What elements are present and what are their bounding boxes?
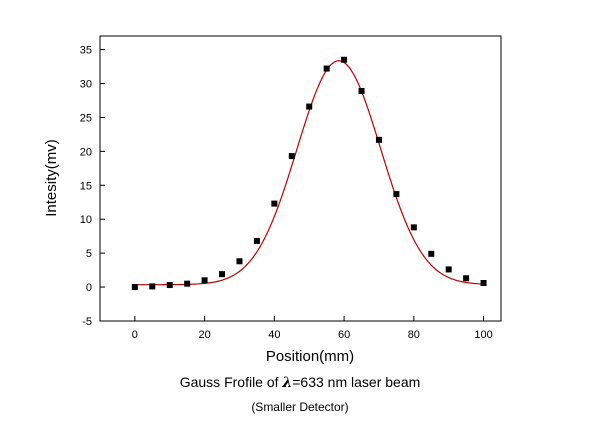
x-tick-label: 40 <box>268 329 280 341</box>
data-point <box>480 280 487 286</box>
data-point <box>306 103 313 110</box>
gaussian-fit-line <box>134 60 484 286</box>
caption-line-1: Gauss Frofile of λ=633 nm laser beam <box>180 374 421 391</box>
data-point <box>358 87 365 94</box>
data-point <box>236 258 243 265</box>
data-point <box>445 266 452 273</box>
x-axis-title: Position(mm) <box>266 348 354 365</box>
y-tick-label: 30 <box>80 79 92 91</box>
data-point <box>288 153 295 160</box>
data-point <box>201 277 208 284</box>
x-tick-label: 20 <box>198 329 210 341</box>
data-points <box>131 56 487 291</box>
y-tick-label: 15 <box>80 180 92 192</box>
x-tick-label: 0 <box>132 329 138 341</box>
x-tick-label: 80 <box>408 329 420 341</box>
y-tick-label: 25 <box>80 112 92 124</box>
y-tick-label: -5 <box>82 316 92 328</box>
fit-curve-layer <box>134 60 484 286</box>
data-point <box>375 136 382 143</box>
caption-line-2: (Smaller Detector) <box>251 400 348 414</box>
y-axis: -5 0 5 10 15 20 25 30 35 <box>80 45 105 328</box>
data-point <box>410 224 417 231</box>
y-tick-label: 35 <box>80 45 92 57</box>
data-point <box>184 280 191 287</box>
caption-prefix: Gauss Frofile of <box>180 374 283 390</box>
data-point <box>428 250 435 257</box>
x-axis: 0 20 40 60 80 100 <box>132 316 493 341</box>
caption-suffix: =633 nm laser beam <box>292 374 420 390</box>
data-point <box>131 284 138 291</box>
data-point <box>323 65 330 72</box>
data-point <box>219 271 226 278</box>
x-tick-label: 100 <box>474 329 492 341</box>
data-point <box>149 283 156 290</box>
data-point <box>166 282 173 289</box>
plot-frame <box>99 35 502 322</box>
y-tick-label: 20 <box>80 146 92 158</box>
data-point <box>463 275 470 282</box>
lambda-symbol: λ <box>281 375 292 391</box>
data-point <box>271 200 278 207</box>
data-point <box>253 237 260 244</box>
data-point <box>393 191 400 198</box>
y-tick-label: 10 <box>80 214 92 226</box>
data-point <box>341 56 348 63</box>
x-tick-label: 60 <box>338 329 350 341</box>
y-tick-label: 0 <box>86 282 92 294</box>
y-tick-label: 5 <box>86 248 92 260</box>
y-axis-title: Intesity(mv) <box>43 139 60 217</box>
